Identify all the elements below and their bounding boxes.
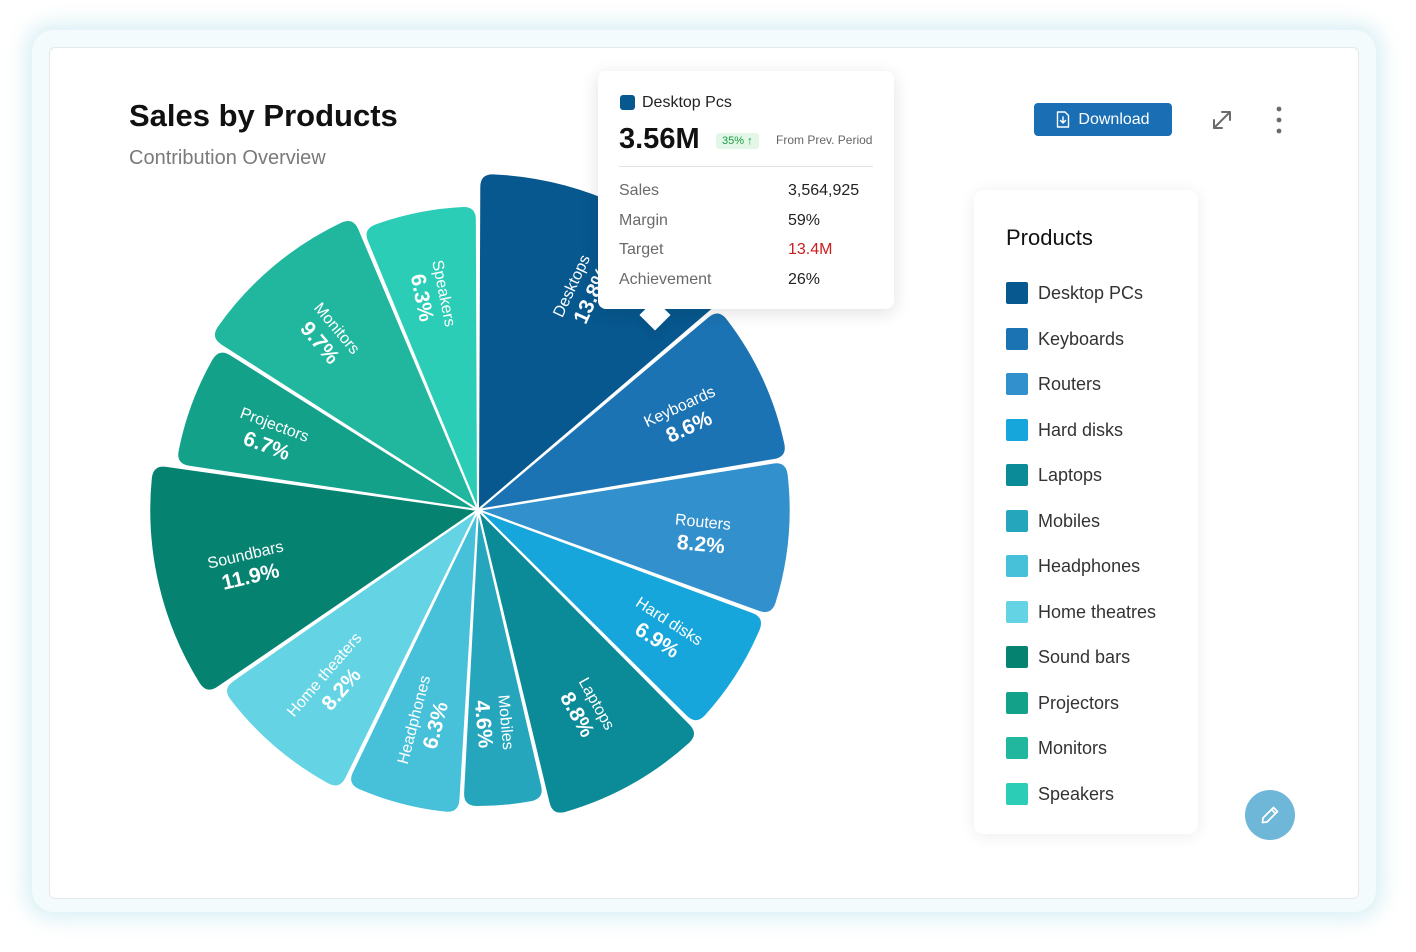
pie-slice[interactable] (212, 219, 479, 511)
more-vertical-icon (1266, 106, 1292, 139)
legend-swatch (1006, 646, 1028, 668)
legend-label: Keyboards (1038, 328, 1125, 349)
legend-item[interactable]: Laptops (1006, 463, 1196, 487)
legend-label: Home theatres (1038, 601, 1157, 622)
legend-label: Monitors (1038, 738, 1108, 758)
legend-item[interactable]: Hard disks (1006, 418, 1196, 442)
pie-slice[interactable] (477, 461, 792, 615)
expand-button[interactable] (1208, 106, 1236, 134)
slice-value-label: 8.2% (676, 531, 726, 558)
legend-swatch (1006, 782, 1028, 805)
chart-title: Sales by Products (129, 98, 398, 133)
pencil-icon (1258, 803, 1282, 827)
pie-slice[interactable] (462, 509, 544, 809)
download-button[interactable]: Download (1034, 103, 1172, 136)
pie-slice[interactable] (225, 509, 479, 788)
tooltip-row-target: Target 13.4M (619, 241, 879, 263)
pie-slice[interactable] (477, 311, 787, 511)
legend-item[interactable]: Keyboards (1006, 327, 1196, 351)
slice-label: Mobiles (494, 694, 516, 750)
tooltip-row-label: Achievement (619, 271, 712, 288)
pie-slice[interactable] (477, 509, 697, 815)
legend-item[interactable]: Sound bars (1006, 645, 1196, 669)
legend-title: Products (1006, 225, 1093, 250)
legend-label: Desktop PCs (1038, 283, 1144, 303)
legend-swatch (1006, 373, 1028, 395)
legend-swatch (1006, 418, 1028, 441)
pie-slice[interactable] (364, 204, 479, 511)
tooltip-name: Desktop Pcs (642, 94, 732, 111)
pie-slice[interactable] (477, 509, 764, 723)
chart-subtitle: Contribution Overview (129, 147, 326, 169)
legend-label: Sound bars (1038, 647, 1131, 667)
legend-label: Speakers (1038, 783, 1115, 804)
tooltip-value: 3.56M (619, 123, 700, 155)
legend-swatch (1006, 327, 1028, 350)
tooltip-row-value: 59% (788, 212, 821, 229)
legend-label: Mobiles (1038, 510, 1101, 531)
expand-icon (1208, 111, 1236, 137)
legend-swatch (1006, 282, 1028, 304)
legend-item[interactable]: Desktop PCs (1006, 281, 1196, 305)
tooltip-row-label: Margin (619, 212, 668, 229)
tooltip-row-label: Sales (619, 182, 660, 199)
legend-label: Laptops (1038, 465, 1103, 485)
pie-slice[interactable] (176, 350, 479, 511)
slice-label: Routers (674, 512, 731, 534)
legend-label: Projectors (1038, 692, 1120, 713)
tooltip-swatch (620, 95, 635, 110)
legend-swatch (1006, 600, 1028, 623)
tooltip-row-margin: Margin 59% (619, 212, 879, 234)
legend-swatch (1006, 464, 1028, 486)
legend-swatch (1006, 555, 1028, 577)
legend-label: Routers (1038, 374, 1102, 394)
file-download-icon (1056, 111, 1070, 128)
legend-item[interactable]: Mobiles (1006, 509, 1196, 533)
pie-slice[interactable] (148, 464, 479, 692)
legend-item[interactable]: Projectors (1006, 691, 1196, 715)
tooltip-divider (619, 166, 873, 167)
legend-item[interactable]: Routers (1006, 372, 1196, 396)
more-options-button[interactable] (1266, 104, 1292, 136)
tooltip-row-value: 3,564,925 (788, 182, 860, 199)
legend-item[interactable]: Speakers (1006, 782, 1196, 806)
legend-item[interactable]: Monitors (1006, 736, 1196, 760)
change-note: From Prev. Period (776, 133, 873, 147)
edit-button[interactable] (1245, 790, 1295, 840)
legend-swatch (1006, 691, 1028, 714)
change-badge: 35% ↑ (716, 133, 759, 149)
slice-value-label: 4.6% (470, 699, 497, 749)
tooltip-row-value: 26% (788, 271, 821, 288)
legend-label: Headphones (1038, 556, 1141, 576)
pie-slice[interactable] (349, 509, 479, 814)
legend-swatch (1006, 509, 1028, 532)
tooltip-row-value: 13.4M (788, 241, 833, 258)
legend-item[interactable]: Headphones (1006, 554, 1196, 578)
legend-panel: Products Desktop PCs Keyboards Routers Hard… (974, 190, 1198, 834)
tooltip-row-label: Target (619, 241, 664, 258)
tooltip-row-achievement: Achievement 26% (619, 271, 879, 293)
legend-item[interactable]: Home theatres (1006, 600, 1196, 624)
tooltip-row-sales: Sales 3,564,925 (619, 182, 879, 204)
download-label: Download (1078, 110, 1150, 128)
legend-label: Hard disks (1038, 419, 1124, 440)
slice-tooltip: Desktop Pcs 3.56M 35% ↑ From Prev. Perio… (598, 71, 894, 331)
legend-swatch (1006, 737, 1028, 759)
